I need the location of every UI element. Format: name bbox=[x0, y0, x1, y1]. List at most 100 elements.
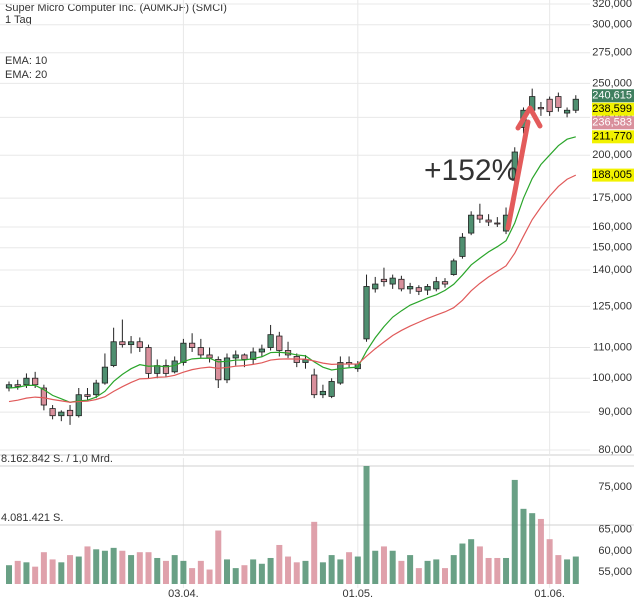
candle-body bbox=[267, 334, 274, 348]
candle-body bbox=[136, 341, 143, 348]
volume-bar bbox=[250, 559, 257, 584]
volume-bar bbox=[503, 557, 510, 584]
candle-body bbox=[441, 281, 449, 285]
y-tick-label: 140,000 bbox=[592, 264, 632, 276]
candle-body bbox=[485, 219, 492, 223]
candle-body bbox=[189, 342, 196, 348]
volume-bar bbox=[40, 552, 47, 584]
y-tick-label: 320,000 bbox=[592, 0, 632, 10]
volume-bar bbox=[58, 562, 65, 584]
volume-bar bbox=[241, 565, 248, 584]
candle-body bbox=[337, 362, 344, 384]
candle-body bbox=[215, 359, 222, 381]
volume-bar bbox=[215, 530, 222, 584]
candle-body bbox=[258, 348, 265, 353]
y-tick-label: 250,000 bbox=[592, 77, 632, 89]
candle-body bbox=[154, 365, 161, 374]
y-tick-label: 160,000 bbox=[592, 221, 632, 233]
price-label: 236,583 bbox=[592, 117, 632, 129]
candle-body bbox=[93, 382, 100, 396]
candle-body bbox=[180, 342, 187, 363]
y2-tick-label: 75,000 bbox=[598, 481, 632, 493]
volume-bar bbox=[546, 539, 553, 584]
volume-bar bbox=[380, 546, 387, 584]
candle-body bbox=[407, 286, 414, 290]
volume-bar bbox=[267, 557, 274, 584]
volume-bar bbox=[520, 508, 527, 584]
price-label: 188,005 bbox=[592, 169, 632, 181]
candle-body bbox=[433, 281, 440, 290]
price-label: 211,770 bbox=[593, 131, 632, 143]
volume-bar bbox=[433, 559, 440, 584]
candle-body bbox=[40, 387, 47, 406]
candle-body bbox=[49, 408, 56, 417]
volume-bar bbox=[293, 562, 300, 584]
ema-line bbox=[8, 174, 577, 403]
price-label-box bbox=[592, 130, 634, 144]
volume-bar bbox=[197, 560, 204, 584]
y-tick-label: 175,000 bbox=[592, 192, 632, 204]
candle-body bbox=[58, 411, 65, 417]
candle-body bbox=[555, 96, 562, 108]
candle-body bbox=[23, 377, 30, 386]
volume-bar bbox=[363, 466, 370, 584]
candle-body bbox=[380, 278, 388, 283]
volume-bar bbox=[180, 560, 187, 584]
candle-body bbox=[468, 214, 475, 234]
volume-bar bbox=[337, 559, 344, 584]
y-tick-label: 80,000 bbox=[598, 444, 632, 456]
x-tick-label: 03.04. bbox=[168, 588, 199, 600]
volume-bar bbox=[84, 546, 91, 584]
y2-tick-label: 55,000 bbox=[598, 566, 632, 578]
candle-body bbox=[546, 98, 553, 113]
volume-bar bbox=[555, 555, 562, 584]
volume-bar bbox=[101, 550, 108, 584]
volume-bar bbox=[224, 559, 230, 584]
volume-bar bbox=[302, 560, 309, 584]
y-tick-label: 150,000 bbox=[592, 242, 632, 254]
volume-bar bbox=[450, 555, 457, 584]
candle-body bbox=[119, 341, 126, 346]
volume-bar bbox=[354, 556, 361, 584]
candle-body bbox=[389, 277, 396, 285]
volume-bar bbox=[110, 547, 117, 584]
price-label-box bbox=[592, 168, 634, 182]
volume-bar bbox=[23, 562, 30, 584]
candle-body bbox=[459, 236, 466, 257]
volume-bar bbox=[476, 546, 483, 584]
x-tick-label: 01.06. bbox=[534, 588, 565, 600]
y2-tick-label: 60,000 bbox=[598, 545, 632, 557]
legend-entry: EMA: 20 bbox=[5, 69, 47, 81]
candle-body bbox=[127, 341, 135, 346]
volume-bar bbox=[494, 557, 501, 584]
volume-bar bbox=[154, 557, 161, 584]
volume-bar bbox=[424, 560, 431, 584]
candle-body bbox=[250, 351, 257, 360]
candle-body bbox=[563, 109, 571, 114]
y-tick-label: 110,000 bbox=[593, 341, 632, 353]
ema-line bbox=[8, 136, 576, 403]
candle-body bbox=[494, 222, 501, 225]
candle-body bbox=[572, 98, 579, 111]
arrow bbox=[505, 105, 543, 231]
volume-bar bbox=[407, 555, 414, 584]
candle-body bbox=[32, 377, 39, 386]
volume-bar bbox=[145, 552, 152, 584]
y2-tick-label: 65,000 bbox=[598, 524, 632, 536]
volume-bar bbox=[537, 518, 544, 584]
volume-bar bbox=[136, 552, 143, 584]
candle-body bbox=[110, 341, 117, 366]
y-tick-label: 300,000 bbox=[592, 19, 632, 31]
chart-title: Super Micro Computer Inc. (A0MKJF) (SMCI… bbox=[5, 2, 227, 14]
candle-body bbox=[450, 260, 457, 275]
y-tick-label: 100,000 bbox=[592, 372, 632, 384]
volume-bar bbox=[189, 568, 196, 584]
candle-body bbox=[101, 366, 109, 384]
price-label-box bbox=[592, 102, 634, 116]
x-tick-label: 01.05. bbox=[343, 588, 374, 600]
volume-bar bbox=[459, 543, 466, 584]
volume-bar bbox=[372, 550, 379, 584]
